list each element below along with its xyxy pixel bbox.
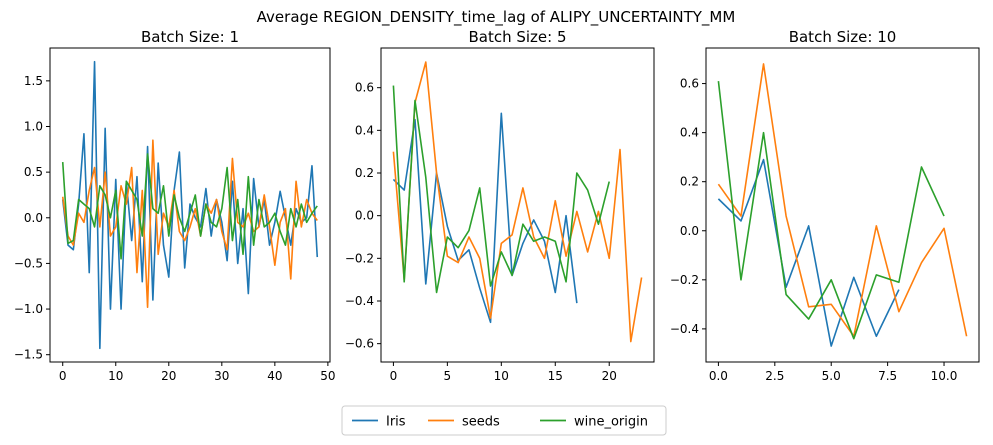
legend-label-wine-origin: wine_origin bbox=[574, 415, 648, 430]
y-tick-label: −1.5 bbox=[14, 348, 43, 362]
x-tick-label: 5 bbox=[444, 369, 452, 383]
chart-panel-2: Batch Size: 5 0 5 10 15 20 −0.6 −0.4 −0.2 0.0 0.2 0… bbox=[345, 28, 655, 383]
series-line-seeds bbox=[717, 63, 968, 338]
y-tick-label: 0.4 bbox=[680, 126, 699, 140]
y-tick-label: 0.6 bbox=[680, 77, 699, 91]
panel-title: Batch Size: 10 bbox=[789, 28, 897, 46]
y-tick-label: 0.2 bbox=[680, 175, 699, 189]
x-tick-label: 10.0 bbox=[931, 369, 958, 383]
series-line-iris bbox=[61, 60, 319, 350]
y-tick-label: 0.0 bbox=[680, 224, 699, 238]
chart-panel-3: Batch Size: 10 0.0 2.5 5.0 7.5 10.0 −0.4 −0.2 0.… bbox=[670, 28, 980, 383]
x-tick-label: 20 bbox=[161, 369, 176, 383]
panel-title: Batch Size: 5 bbox=[468, 28, 566, 46]
legend-label-iris: Iris bbox=[386, 415, 406, 430]
series-group bbox=[717, 63, 968, 347]
y-tick-label: −0.6 bbox=[345, 337, 374, 351]
x-tick-label: 0 bbox=[390, 369, 398, 383]
legend-frame bbox=[341, 405, 667, 436]
x-tick-label: 7.5 bbox=[878, 369, 897, 383]
x-tick-label: 2.5 bbox=[765, 369, 784, 383]
axes-frame bbox=[380, 47, 655, 363]
series-line-iris bbox=[717, 158, 900, 347]
panel-title: Batch Size: 1 bbox=[141, 28, 239, 46]
series-line-wine-origin bbox=[61, 153, 318, 260]
series-line-wine-origin bbox=[392, 85, 610, 294]
axes-frame bbox=[49, 47, 331, 363]
y-tick-label: −1.0 bbox=[14, 302, 43, 316]
y-tick-label: −0.2 bbox=[670, 273, 699, 287]
x-tick-label: 10 bbox=[108, 369, 123, 383]
x-tick-label: 50 bbox=[320, 369, 335, 383]
x-tick-label: 15 bbox=[548, 369, 563, 383]
legend-label-seeds: seeds bbox=[462, 415, 500, 430]
x-tick-label: 20 bbox=[602, 369, 617, 383]
series-group bbox=[392, 61, 643, 343]
x-tick-label: 30 bbox=[214, 369, 229, 383]
y-tick-label: 0.6 bbox=[355, 81, 374, 95]
x-tick-label: 5.0 bbox=[822, 369, 841, 383]
chart-panel-1: Batch Size: 1 0 10 20 30 40 50 −1.5 −1.0 −0.5 0.0 0… bbox=[14, 28, 336, 383]
x-tick-label: 0 bbox=[59, 369, 67, 383]
y-tick-label: 1.0 bbox=[24, 120, 43, 134]
y-tick-label: 0.0 bbox=[24, 211, 43, 225]
x-tick-label: 0.0 bbox=[709, 369, 728, 383]
series-line-wine-origin bbox=[717, 81, 945, 340]
y-tick-label: −0.2 bbox=[345, 251, 374, 265]
y-tick-label: 1.5 bbox=[24, 74, 43, 88]
y-tick-label: −0.5 bbox=[14, 256, 43, 270]
series-line-seeds bbox=[61, 139, 318, 309]
series-group bbox=[61, 60, 319, 350]
chart-panels: Batch Size: 10 10 20 30 40 50−1.5−1.0−0.50.00… bbox=[14, 28, 980, 383]
y-tick-label: 0.4 bbox=[355, 123, 374, 137]
x-tick-label: 10 bbox=[494, 369, 509, 383]
axes-frame bbox=[705, 47, 980, 363]
y-tick-label: 0.0 bbox=[355, 209, 374, 223]
y-tick-label: 0.2 bbox=[355, 166, 374, 180]
y-tick-label: −0.4 bbox=[345, 294, 374, 308]
figure-suptitle: Average REGION_DENSITY_time_lag of ALIPY… bbox=[257, 8, 736, 27]
y-tick-label: 0.5 bbox=[24, 165, 43, 179]
y-tick-label: −0.4 bbox=[670, 322, 699, 336]
x-tick-label: 40 bbox=[267, 369, 282, 383]
legend: Iris seeds wine_origin bbox=[341, 405, 667, 436]
